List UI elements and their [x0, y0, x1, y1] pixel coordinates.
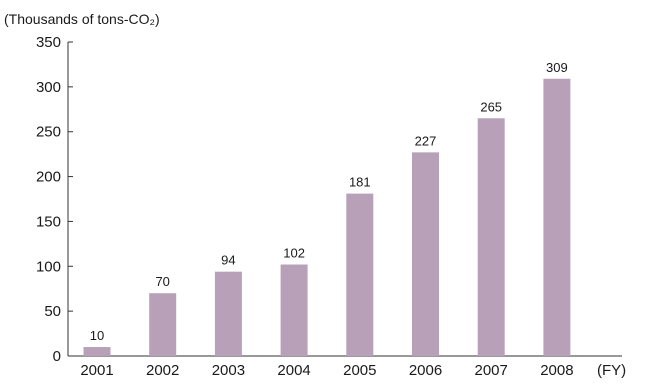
bar	[149, 293, 177, 356]
y-tick-label: 200	[36, 169, 61, 186]
data-label: 309	[546, 60, 568, 75]
x-tick-label: 2003	[212, 362, 245, 379]
bar	[83, 347, 111, 356]
data-label: 102	[283, 245, 305, 260]
y-tick-label: 0	[53, 348, 61, 365]
y-tick-label: 300	[36, 79, 61, 96]
x-tick-label: 2005	[343, 362, 376, 379]
bar	[346, 193, 374, 356]
bar	[543, 78, 571, 356]
axes: 0 50 100 150 200 250 300 350 2001 2002 2003 2004 200…	[36, 34, 622, 379]
x-axis-unit-label: (FY)	[597, 362, 626, 379]
data-label: 10	[90, 328, 104, 343]
x-tick-label: 2008	[540, 362, 573, 379]
bar	[280, 264, 308, 356]
bar	[412, 152, 439, 356]
y-axis-unit-label: (Thousands of tons-CO₂)	[4, 11, 160, 27]
x-tick-label: 2002	[146, 362, 179, 379]
x-tick-label: 2001	[80, 362, 113, 379]
y-tick-label: 350	[36, 34, 61, 51]
y-tick-label: 50	[44, 303, 61, 320]
data-label: 94	[221, 253, 235, 268]
y-tick-label: 100	[36, 258, 61, 275]
x-tick-label: 2007	[475, 362, 508, 379]
bar	[477, 118, 505, 356]
x-tick-label: 2004	[277, 362, 310, 379]
y-tick-label: 250	[36, 124, 61, 141]
data-label: 265	[480, 99, 502, 114]
x-tick-label: 2006	[409, 362, 442, 379]
data-label: 70	[155, 274, 169, 289]
y-tick-label: 150	[36, 213, 61, 230]
data-label: 181	[349, 175, 371, 190]
data-labels: 10 70 94 102 181 227 265 309	[90, 60, 568, 343]
bar	[214, 271, 242, 356]
data-label: 227	[415, 133, 437, 148]
bars	[83, 78, 571, 356]
